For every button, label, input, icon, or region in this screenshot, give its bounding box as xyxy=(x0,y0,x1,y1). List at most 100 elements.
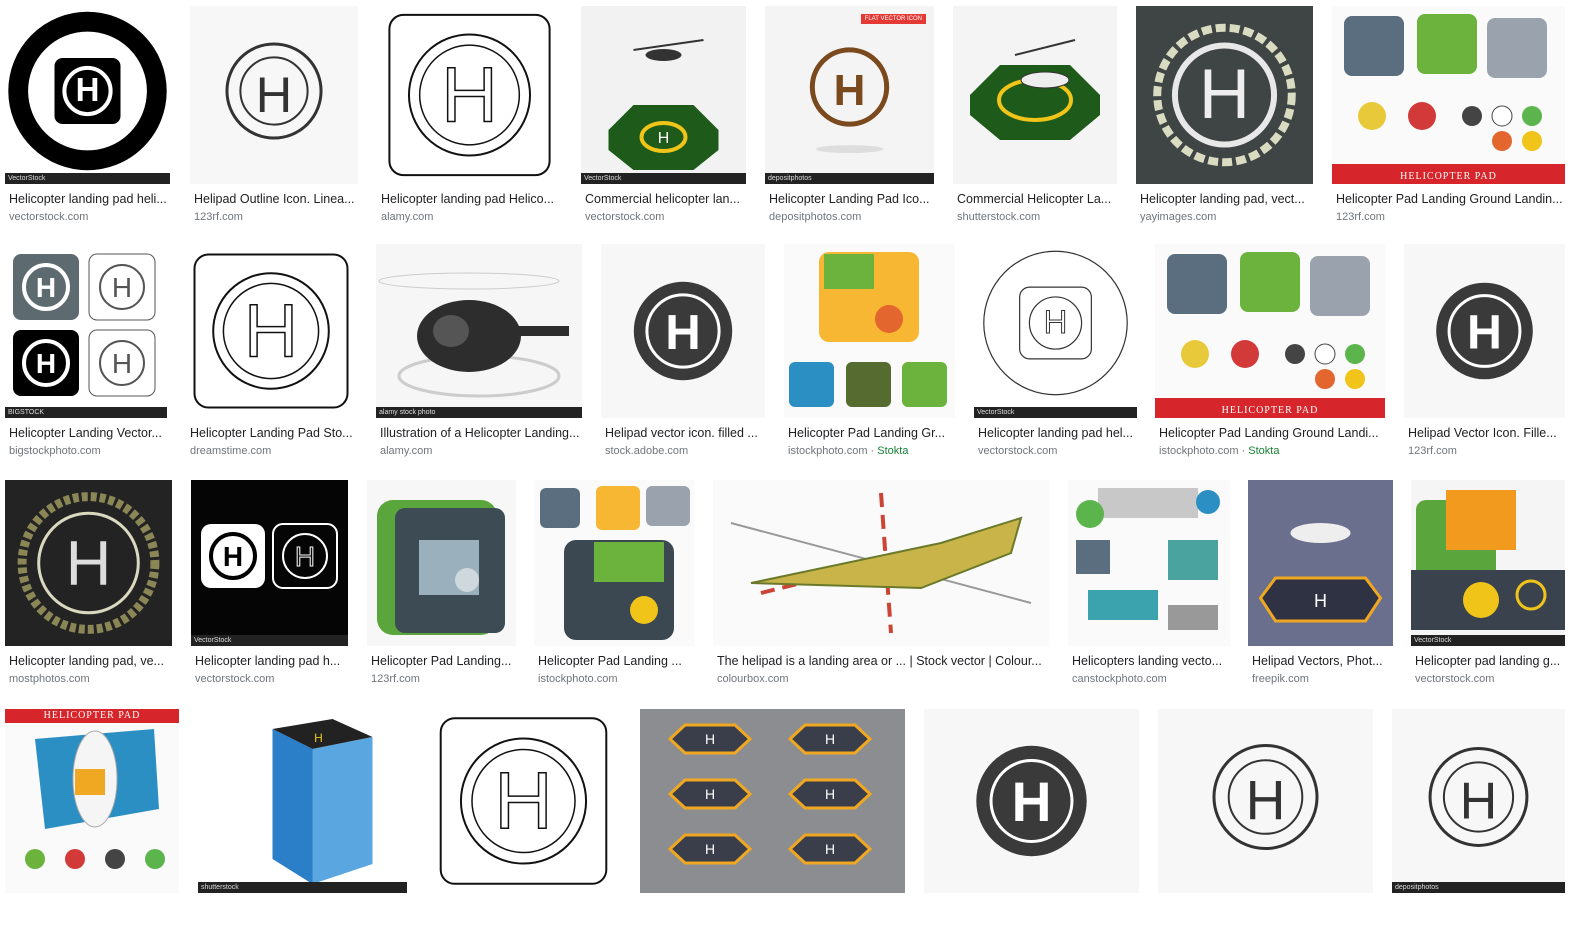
image-result[interactable]: H VectorStock Commercial helicopter lan...… xyxy=(581,6,746,224)
image-result[interactable]: Helicopter Pad Landing... 123rf.com xyxy=(367,480,516,686)
result-thumbnail[interactable]: H xyxy=(5,480,172,646)
svg-text:H: H xyxy=(112,348,132,379)
result-title[interactable]: Helicopter landing pad, ve... xyxy=(9,654,164,668)
result-thumbnail[interactable]: VectorStock xyxy=(1411,480,1565,646)
image-result[interactable]: The helipad is a landing area or ... | S… xyxy=(713,480,1049,686)
result-thumbnail[interactable]: H xyxy=(1158,709,1373,893)
dark-h-circle-icon: H xyxy=(1404,244,1565,418)
result-title[interactable]: Helicopters landing vecto... xyxy=(1072,654,1223,668)
result-thumbnail[interactable]: H xyxy=(1136,6,1313,184)
image-result[interactable]: H Helipad Vectors, Phot... freepik.com xyxy=(1248,480,1393,686)
result-thumbnail[interactable]: H H H H BIGSTOCK xyxy=(5,244,167,418)
result-thumbnail[interactable] xyxy=(367,480,516,646)
image-result[interactable]: Helicopter Pad Landing ... istockphoto.co… xyxy=(534,480,694,686)
image-result[interactable]: H Helipad Outline Icon. Linea... 123rf.com xyxy=(190,6,358,224)
thumbnail-watermark: VectorStock xyxy=(5,173,170,184)
result-thumbnail[interactable]: HELICOPTER PAD xyxy=(5,709,179,893)
result-title[interactable]: Helicopter landing pad heli... xyxy=(9,192,167,206)
result-title[interactable]: Helicopter pad landing g... xyxy=(1415,654,1561,668)
result-title[interactable]: Helicopter landing pad, vect... xyxy=(1140,192,1305,206)
result-title[interactable]: Helicopter Pad Landing Ground Landi... xyxy=(1159,426,1379,440)
result-thumbnail[interactable]: H xyxy=(377,6,562,184)
result-thumbnail[interactable]: HELICOPTER PAD xyxy=(1332,6,1565,184)
result-title[interactable]: Helicopter landing pad Helico... xyxy=(381,192,555,206)
image-result[interactable]: H Helicopter landing pad, vect... yayimage… xyxy=(1136,6,1313,224)
result-thumbnail[interactable] xyxy=(1068,480,1230,646)
result-title[interactable]: Helicopter landing pad h... xyxy=(195,654,341,668)
svg-text:H: H xyxy=(1044,303,1068,340)
result-thumbnail[interactable]: H xyxy=(601,244,765,418)
result-thumbnail[interactable]: H xyxy=(1404,244,1565,418)
result-title[interactable]: Helicopter landing pad hel... xyxy=(978,426,1133,440)
result-source: yayimages.com xyxy=(1140,211,1311,223)
svg-text:H: H xyxy=(314,731,323,745)
result-thumbnail[interactable]: H VectorStock xyxy=(974,244,1137,418)
result-title[interactable]: Helicopter Pad Landing ... xyxy=(538,654,682,668)
result-title[interactable]: Helicopter Landing Pad Ico... xyxy=(769,192,930,206)
result-thumbnail[interactable]: H FLAT VECTOR ICON depositphotos xyxy=(765,6,934,184)
image-result[interactable]: HELICOPTER PAD Helicopter Pad Landing Gro… xyxy=(1332,6,1565,224)
image-result[interactable]: VectorStock Helicopter pad landing g... ve… xyxy=(1411,480,1565,686)
result-title[interactable]: Commercial Helicopter La... xyxy=(957,192,1112,206)
result-thumbnail[interactable]: H VectorStock xyxy=(581,6,746,184)
svg-text:H: H xyxy=(244,289,298,373)
result-thumbnail[interactable]: H xyxy=(1248,480,1393,646)
result-thumbnail[interactable]: H H VectorStock xyxy=(191,480,348,646)
result-thumbnail[interactable] xyxy=(784,244,955,418)
image-result[interactable]: H xyxy=(426,709,621,933)
result-title[interactable]: The helipad is a landing area or ... | S… xyxy=(717,654,1042,668)
image-result[interactable]: H xyxy=(1158,709,1373,933)
result-title[interactable]: Helipad Outline Icon. Linea... xyxy=(194,192,355,206)
result-thumbnail[interactable]: H xyxy=(186,244,356,418)
result-title[interactable]: Helicopter Pad Landing Gr... xyxy=(788,426,946,440)
image-result[interactable]: H Helicopter Landing Pad Sto... dreamstime… xyxy=(186,244,356,458)
result-title[interactable]: Helipad Vectors, Phot... xyxy=(1252,654,1383,668)
image-result[interactable]: H H H H H H xyxy=(640,709,905,933)
result-source: dreamstime.com xyxy=(190,445,354,457)
result-source: depositphotos.com xyxy=(769,211,932,223)
result-thumbnail[interactable] xyxy=(713,480,1049,646)
image-result[interactable]: H H VectorStock Helicopter landing pad h...… xyxy=(191,480,348,686)
result-title[interactable]: Helicopter Landing Vector... xyxy=(9,426,162,440)
image-result[interactable]: HELICOPTER PAD xyxy=(5,709,179,933)
image-result[interactable]: Helicopter Pad Landing Gr... istockphoto.… xyxy=(784,244,955,458)
result-thumbnail[interactable] xyxy=(534,480,694,646)
result-title[interactable]: Commercial helicopter lan... xyxy=(585,192,740,206)
result-title[interactable]: Helipad vector icon. filled ... xyxy=(605,426,758,440)
result-title[interactable]: Illustration of a Helicopter Landing... xyxy=(380,426,580,440)
image-result[interactable]: H H H H BIGSTOCK Helicopter Landing Vector...… xyxy=(5,244,167,458)
image-result[interactable]: Helicopters landing vecto... canstockphot… xyxy=(1068,480,1230,686)
image-result[interactable]: H FLAT VECTOR ICON depositphotos Helicopter… xyxy=(765,6,934,224)
image-result[interactable]: alamy stock photo Illustration of a Helic… xyxy=(376,244,582,458)
image-result[interactable]: H Helicopter landing pad, ve... mostphotos… xyxy=(5,480,172,686)
result-title[interactable]: Helicopter Landing Pad Sto... xyxy=(190,426,353,440)
result-thumbnail[interactable]: H VectorStock xyxy=(5,6,170,184)
image-result[interactable]: H VectorStock Helicopter landing pad heli.… xyxy=(5,6,170,224)
result-thumbnail[interactable]: H H H H H H xyxy=(640,709,905,893)
result-source: shutterstock.com xyxy=(957,211,1115,223)
result-title[interactable]: Helipad Vector Icon. Fille... xyxy=(1408,426,1557,440)
result-thumbnail[interactable]: alamy stock photo xyxy=(376,244,582,418)
svg-text:H: H xyxy=(1199,55,1250,134)
result-thumbnail[interactable]: H xyxy=(924,709,1139,893)
result-title[interactable]: Helicopter Pad Landing Ground Landin... xyxy=(1336,192,1563,206)
image-result[interactable]: HELICOPTER PAD Helicopter Pad Landing Gro… xyxy=(1155,244,1385,458)
image-result[interactable]: H VectorStock Helicopter landing pad hel..… xyxy=(974,244,1137,458)
result-thumbnail[interactable] xyxy=(953,6,1117,184)
image-result[interactable]: Commercial Helicopter La... shutterstock.… xyxy=(953,6,1117,224)
result-thumbnail[interactable]: H xyxy=(190,6,358,184)
brown-h-circle-icon: H xyxy=(765,6,934,184)
image-result[interactable]: H Helipad vector icon. filled ... stock.ad… xyxy=(601,244,765,458)
source-domain: mostphotos.com xyxy=(9,673,90,685)
result-title[interactable]: Helicopter Pad Landing... xyxy=(371,654,512,668)
image-result[interactable]: H xyxy=(924,709,1139,933)
result-thumbnail[interactable]: HELICOPTER PAD xyxy=(1155,244,1385,418)
result-thumbnail[interactable]: H xyxy=(426,709,621,893)
image-result[interactable]: H Helicopter landing pad Helico... alamy.c… xyxy=(377,6,562,224)
image-result[interactable]: H Helipad Vector Icon. Fille... 123rf.com xyxy=(1404,244,1565,458)
h-pad-black-ring-icon: H xyxy=(5,6,170,184)
